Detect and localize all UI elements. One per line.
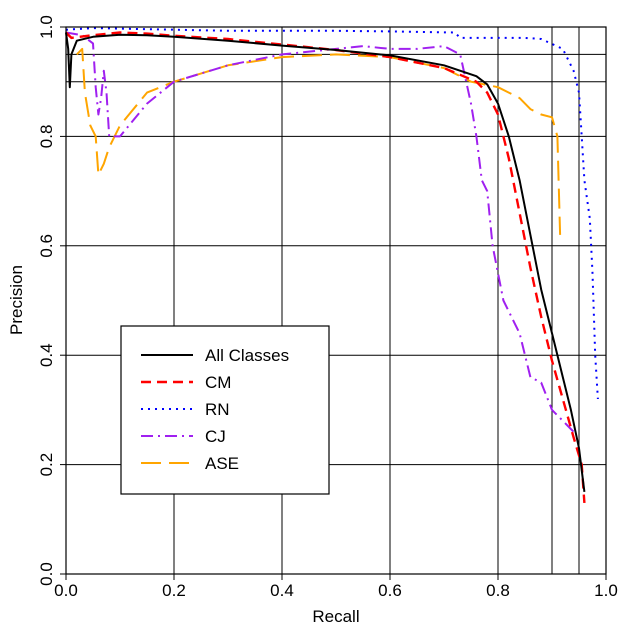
x-axis-title: Recall	[312, 607, 359, 626]
x-tick-label: 0.8	[486, 581, 510, 600]
legend-label: ASE	[205, 454, 239, 473]
y-tick-label: 1.0	[37, 15, 56, 39]
legend: All Classes CM RN CJ ASE	[120, 325, 330, 495]
y-axis-title: Precision	[7, 265, 26, 335]
y-tick-label: 0.6	[37, 234, 56, 258]
x-tick-label: 1.0	[594, 581, 618, 600]
x-tick-label: 0.2	[162, 581, 186, 600]
y-tick-label: 0.8	[37, 125, 56, 149]
legend-label: RN	[205, 400, 230, 419]
series-lines	[65, 27, 599, 503]
series-line-all-classes	[65, 32, 586, 493]
series-line-rn	[65, 27, 599, 400]
y-tick-label: 0.2	[37, 453, 56, 477]
y-tick-label: 0.4	[37, 343, 56, 367]
legend-label: CJ	[205, 427, 226, 446]
series-line-cj	[65, 31, 575, 433]
x-tick-label: 0.4	[270, 581, 294, 600]
plot-frame	[65, 26, 607, 575]
y-tick-label: 0.0	[37, 562, 56, 586]
x-tick-label: 0.0	[54, 581, 78, 600]
x-tick-label: 0.6	[378, 581, 402, 600]
series-line-cm	[65, 31, 586, 503]
legend-label: CM	[205, 373, 231, 392]
legend-label: All Classes	[205, 346, 289, 365]
axis-ticks: 0.0 0.2 0.4 0.6 0.8 1.0 0.0 0.2 0.4 0.6 0.8 1.0	[37, 15, 618, 600]
grid-lines	[66, 27, 606, 574]
series-line-ase	[76, 47, 562, 235]
